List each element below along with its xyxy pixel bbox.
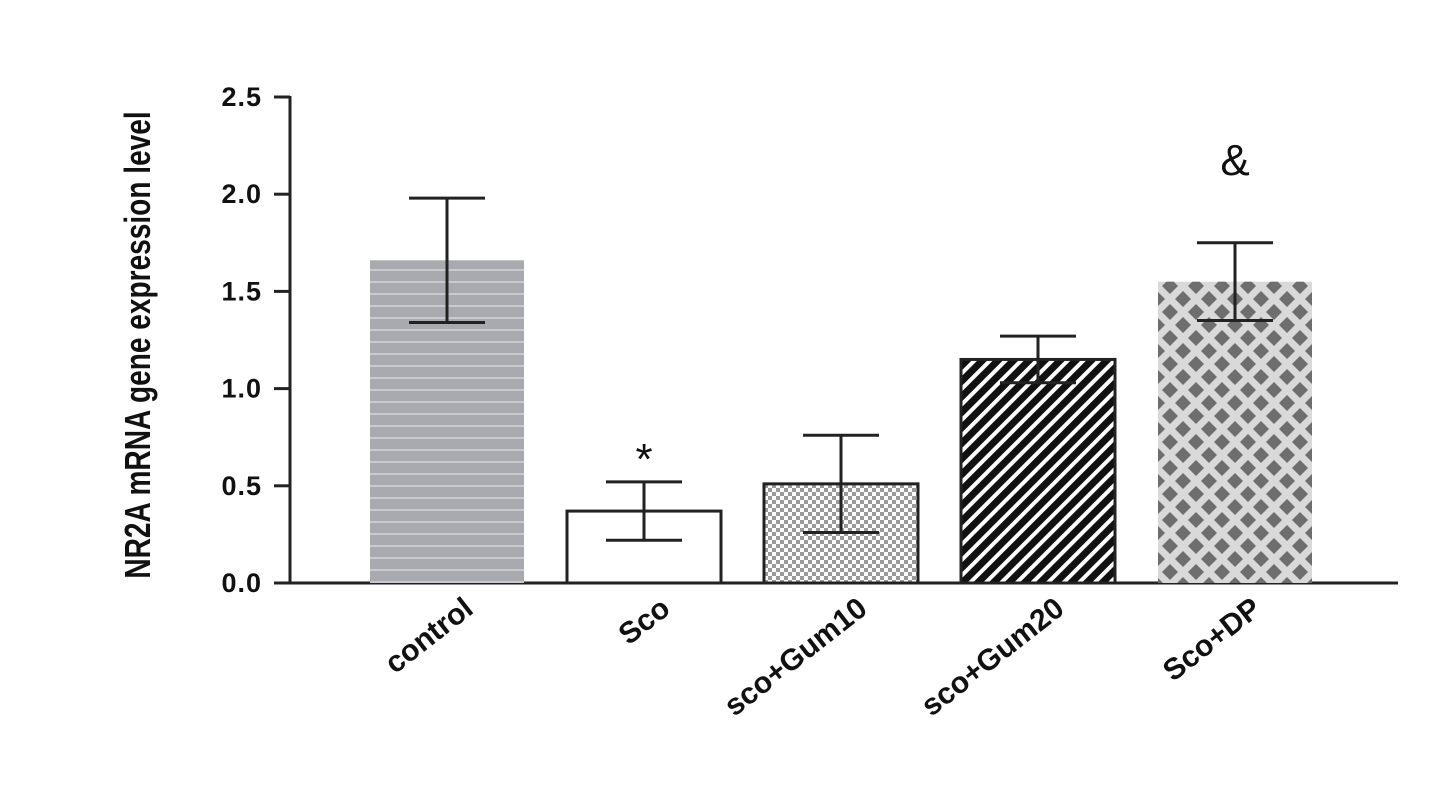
x-tick-label: sco+Gum10: [718, 592, 873, 723]
significance-marker: &: [1220, 136, 1249, 185]
x-tick-label: Sco: [613, 592, 677, 652]
significance-marker: *: [635, 435, 652, 484]
x-tick-label: Sco+DP: [1157, 592, 1267, 688]
error-bars: [409, 196, 1273, 542]
y-tick-label: 2.0: [221, 179, 262, 209]
x-tick-label: sco+Gum20: [915, 592, 1070, 723]
y-tick-label: 1.0: [221, 374, 262, 404]
bar-Sco+DP: [1158, 281, 1312, 583]
x-tick-label: control: [379, 592, 479, 681]
bar-sco+Gum20: [959, 357, 1117, 585]
y-tick-label: 0.5: [221, 471, 262, 501]
bars: [370, 260, 1312, 585]
y-tick-label: 2.5: [221, 82, 262, 112]
y-axis-label: NR2A mRNA gene expression level: [118, 111, 158, 578]
y-tick-label: 1.5: [221, 276, 262, 306]
category-labels: control Sco sco+Gum10 sco+Gum20 Sco+DP: [379, 592, 1267, 723]
y-tick-label: 0.0: [221, 568, 262, 598]
annotations: *&: [635, 136, 1249, 484]
